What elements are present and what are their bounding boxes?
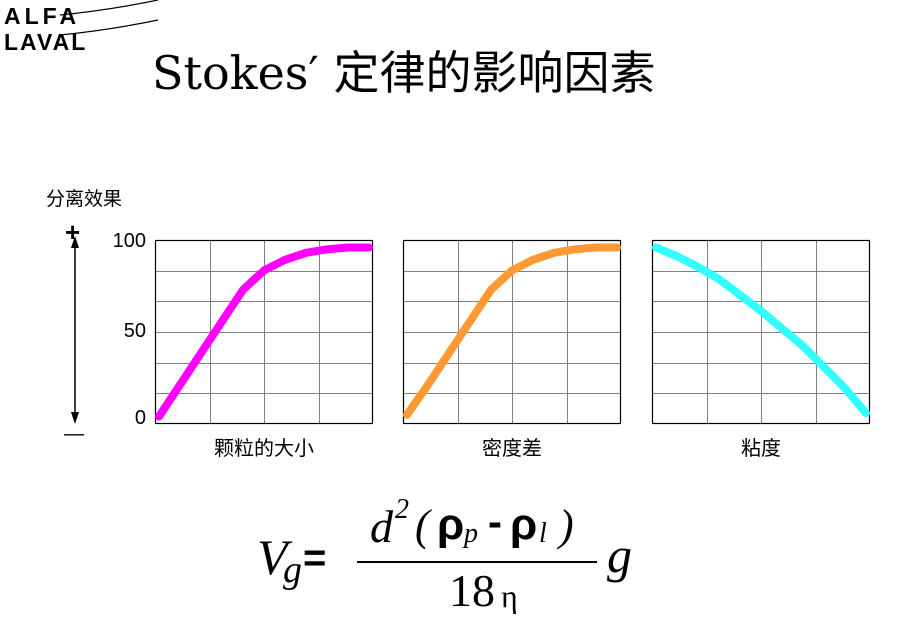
alfa-laval-logo: ALFA LAVAL	[0, 0, 160, 60]
formula-rho-p-subscript: p	[464, 518, 478, 549]
formula-v: V	[257, 529, 288, 585]
axis-plus: +	[65, 217, 80, 247]
formula-eta: η	[501, 578, 518, 614]
x-label-viscosity: 粘度	[741, 436, 781, 460]
formula-rho-l-subscript: l	[539, 518, 547, 549]
chart-panel-particle-size	[154, 239, 374, 425]
arrow-up-head	[71, 236, 79, 248]
fraction-bar	[357, 561, 597, 563]
stokes-formula: V g = d 2 ( ρ p - ρ l ) 18 η g	[245, 494, 665, 623]
chart-panel-viscosity	[651, 239, 871, 425]
x-label-density-difference: 密度差	[482, 436, 542, 460]
page-title: Stokes′ 定律的影响因素	[152, 46, 656, 100]
formula-rho-p: ρ	[437, 500, 465, 549]
data-curve	[652, 243, 870, 417]
formula-close-paren: )	[559, 501, 574, 550]
formula-equals: =	[303, 536, 327, 580]
data-curve	[155, 243, 373, 421]
x-label-particle-size: 颗粒的大小	[214, 436, 314, 460]
data-curve	[403, 243, 621, 419]
logo-line2: LAVAL	[4, 29, 87, 55]
formula-v-subscript: g	[283, 549, 302, 591]
y-tick-label: 50	[123, 320, 146, 342]
y-tick-label: 100	[112, 230, 146, 252]
logo-line1: ALFA	[4, 3, 80, 29]
plot-frame	[154, 239, 374, 425]
y-tick-label: 0	[134, 407, 146, 429]
formula-g: g	[607, 527, 632, 583]
formula-open-paren: (	[415, 501, 430, 550]
logo-swoosh	[59, 0, 159, 36]
arrow-down-head	[71, 412, 79, 424]
chart-panel-density-difference	[402, 239, 622, 425]
formula-rho-l: ρ	[510, 500, 538, 549]
plot-frame	[402, 239, 622, 425]
plot-frame	[651, 239, 871, 425]
formula-minus: -	[488, 498, 502, 545]
y-axis-label: 分离效果	[46, 188, 123, 210]
formula-d: d	[370, 501, 393, 552]
formula-denominator-18: 18	[449, 565, 495, 616]
axis-minus: —	[64, 423, 84, 445]
formula-exponent: 2	[395, 494, 409, 525]
